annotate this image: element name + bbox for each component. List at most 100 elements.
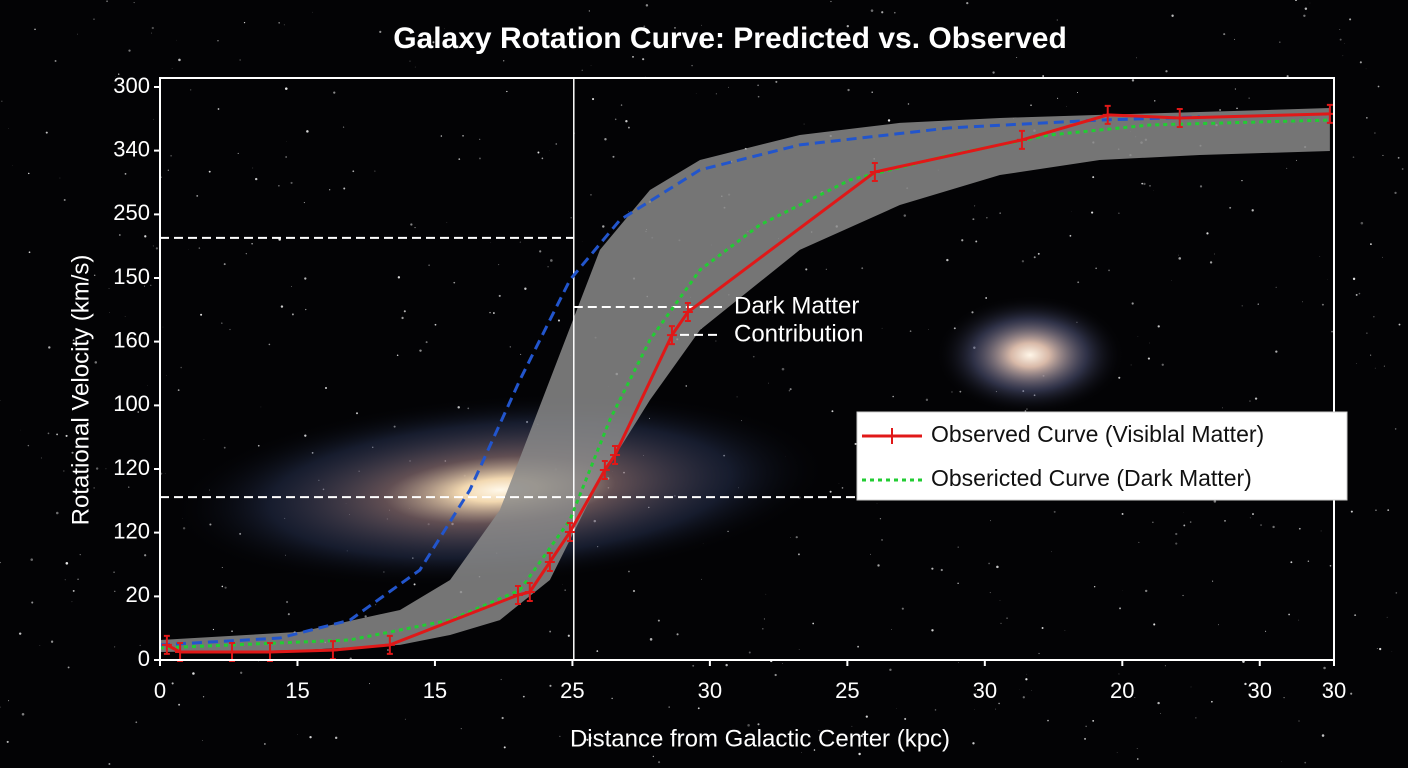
- star: [803, 123, 805, 125]
- star: [704, 738, 708, 741]
- star: [1376, 648, 1378, 650]
- star: [240, 671, 243, 674]
- star: [144, 554, 147, 557]
- star: [1298, 619, 1300, 621]
- star: [1209, 261, 1213, 264]
- star: [1295, 159, 1297, 161]
- star: [1298, 720, 1300, 722]
- star: [171, 68, 173, 69]
- y-tick-label: 0: [138, 646, 150, 671]
- star: [1138, 541, 1140, 543]
- star: [1131, 302, 1134, 305]
- star: [1241, 179, 1243, 182]
- star: [108, 288, 110, 289]
- star: [387, 649, 389, 651]
- star: [1244, 682, 1247, 686]
- star: [1349, 18, 1352, 21]
- star: [1288, 613, 1291, 616]
- star: [1275, 350, 1278, 353]
- star: [28, 172, 30, 175]
- star: [252, 167, 254, 169]
- star: [858, 752, 861, 756]
- star: [77, 33, 78, 35]
- star: [643, 25, 646, 28]
- star: [1189, 521, 1192, 523]
- star: [1352, 277, 1356, 281]
- star: [591, 97, 595, 101]
- star: [409, 60, 411, 62]
- star: [1223, 33, 1226, 36]
- series-line: [159, 115, 1200, 647]
- star: [108, 763, 111, 765]
- star: [999, 212, 1001, 214]
- star: [1175, 532, 1178, 536]
- star: [428, 264, 430, 267]
- star: [489, 311, 491, 314]
- star: [736, 396, 738, 398]
- star: [63, 198, 66, 201]
- star: [1121, 513, 1124, 515]
- star: [1374, 132, 1376, 134]
- star: [506, 90, 508, 93]
- star: [1394, 191, 1397, 195]
- star: [1171, 14, 1174, 17]
- star: [762, 628, 764, 630]
- star: [311, 11, 313, 13]
- data-point: [564, 522, 575, 543]
- star: [106, 0, 108, 3]
- star: [1325, 687, 1329, 690]
- data-point: [682, 301, 693, 322]
- star: [1190, 686, 1192, 688]
- star: [870, 553, 872, 555]
- star: [290, 181, 293, 184]
- star: [114, 590, 116, 592]
- star: [1022, 696, 1025, 699]
- star: [1359, 61, 1362, 64]
- star: [368, 683, 371, 685]
- star: [1026, 673, 1028, 675]
- star: [612, 156, 614, 158]
- star: [645, 4, 649, 7]
- star: [1254, 397, 1258, 400]
- star: [541, 157, 544, 160]
- star: [18, 632, 22, 635]
- star: [6, 740, 9, 743]
- star: [590, 65, 592, 66]
- star: [588, 10, 590, 12]
- star: [830, 0, 832, 3]
- x-axis-label: Distance from Galactic Center (kpc): [570, 725, 950, 752]
- star: [522, 695, 525, 698]
- star: [93, 487, 95, 489]
- star: [30, 558, 34, 561]
- star: [410, 223, 413, 226]
- star: [657, 619, 660, 622]
- star: [1118, 376, 1121, 379]
- data-point: [599, 459, 610, 480]
- star: [1241, 305, 1243, 307]
- star: [404, 718, 406, 720]
- star: [167, 169, 169, 171]
- star: [72, 339, 75, 341]
- star: [374, 170, 376, 172]
- star: [1211, 700, 1213, 703]
- star: [1360, 221, 1364, 225]
- star: [1339, 38, 1342, 41]
- star: [934, 709, 937, 711]
- star: [789, 388, 792, 391]
- star: [79, 554, 81, 556]
- star: [1304, 7, 1308, 10]
- star: [268, 343, 271, 346]
- star: [164, 473, 166, 474]
- star: [1116, 752, 1118, 753]
- star: [1394, 428, 1397, 430]
- star: [892, 395, 894, 398]
- y-tick-label: 340: [113, 136, 150, 161]
- star: [434, 323, 437, 326]
- star: [1377, 85, 1380, 88]
- star: [847, 88, 850, 92]
- x-tick-label: 25: [835, 678, 859, 703]
- star: [1077, 281, 1080, 284]
- star: [870, 9, 874, 12]
